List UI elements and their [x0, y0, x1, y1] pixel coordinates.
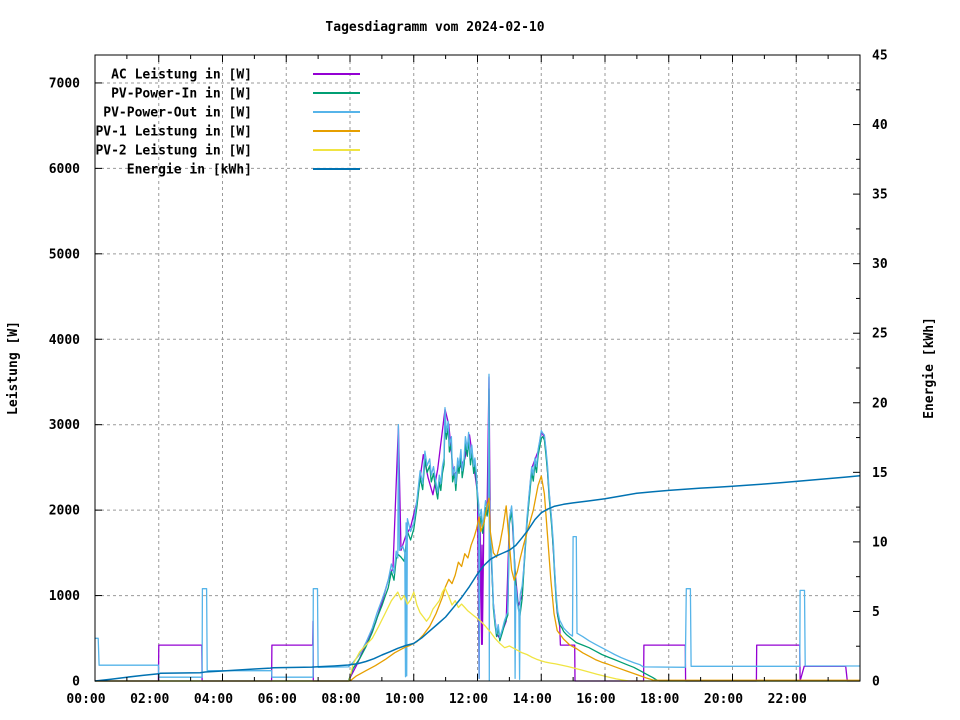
- tick-label: 15: [872, 466, 888, 481]
- tick-label: 0: [872, 675, 880, 690]
- tick-label: 2000: [49, 504, 80, 519]
- tick-label: 20: [872, 396, 888, 411]
- y-axis-label-left: Leistung [W]: [6, 321, 21, 415]
- tick-label: 20:00: [704, 692, 743, 707]
- tick-labels: 00:00 02:00 04:00 06:00 08:00 10:00 12:00 14:00…: [49, 49, 888, 708]
- tick-label: 22:00: [768, 692, 807, 707]
- legend-label: PV-Power-In in [W]: [111, 87, 252, 102]
- tick-label: 12:00: [449, 692, 488, 707]
- series-energy: [94, 475, 861, 682]
- legend-label: AC Leistung in [W]: [111, 68, 252, 83]
- tick-label: 10:00: [385, 692, 424, 707]
- grid-lines: [95, 55, 860, 681]
- tick-label: 3000: [49, 418, 80, 433]
- tick-label: 4000: [49, 333, 80, 348]
- tick-label: 0: [72, 675, 80, 690]
- series-pv1: [95, 475, 860, 682]
- tick-label: 00:00: [66, 692, 105, 707]
- tick-label: 18:00: [640, 692, 679, 707]
- tick-label: 45: [872, 49, 888, 64]
- legend-item-ac: AC Leistung in [W]: [111, 68, 360, 83]
- legend-item-pv1: PV-1 Leistung in [W]: [95, 125, 360, 140]
- legend-item-energy: Energie in [kWh]: [127, 163, 360, 178]
- legend-label: PV-1 Leistung in [W]: [95, 125, 252, 140]
- data-series: [94, 373, 861, 682]
- legend-item-pv_in: PV-Power-In in [W]: [111, 87, 360, 102]
- tick-label: 06:00: [258, 692, 297, 707]
- tick-label: 08:00: [321, 692, 360, 707]
- legend-label: PV-Power-Out in [W]: [103, 106, 252, 121]
- plot-frame: [94, 54, 861, 682]
- tick-label: 40: [872, 118, 888, 133]
- series-pv_out: [95, 373, 860, 681]
- chart-title: Tagesdiagramm vom 2024-02-10: [325, 20, 544, 35]
- legend-item-pv_out: PV-Power-Out in [W]: [103, 106, 360, 121]
- tick-label: 02:00: [130, 692, 169, 707]
- legend-label: Energie in [kWh]: [127, 163, 252, 178]
- tick-label: 6000: [49, 162, 80, 177]
- tick-label: 25: [872, 327, 888, 342]
- tick-label: 14:00: [513, 692, 552, 707]
- tick-label: 5: [872, 605, 880, 620]
- tick-label: 16:00: [576, 692, 615, 707]
- series-pv2: [95, 587, 860, 682]
- tick-label: 10: [872, 535, 888, 550]
- tick-label: 7000: [49, 76, 80, 91]
- tick-label: 35: [872, 188, 888, 203]
- y-axis-label-right: Energie [kWh]: [922, 317, 937, 419]
- tick-label: 1000: [49, 589, 80, 604]
- legend-label: PV-2 Leistung in [W]: [95, 144, 252, 159]
- legend-item-pv2: PV-2 Leistung in [W]: [95, 144, 360, 159]
- legend: AC Leistung in [W] PV-Power-In in [W] PV-P…: [95, 68, 360, 178]
- tick-label: 30: [872, 257, 888, 272]
- tick-label: 04:00: [194, 692, 233, 707]
- tick-label: 5000: [49, 247, 80, 262]
